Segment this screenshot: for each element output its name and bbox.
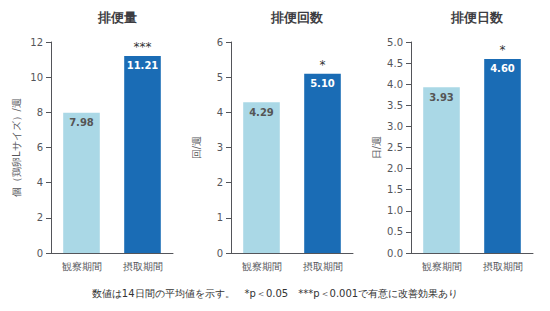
svg-text:摂取期間: 摂取期間 xyxy=(123,261,163,272)
svg-text:排便回数: 排便回数 xyxy=(270,10,324,25)
svg-text:4: 4 xyxy=(217,107,223,118)
svg-text:4.60: 4.60 xyxy=(490,63,515,74)
svg-text:3: 3 xyxy=(217,142,223,153)
svg-text:10: 10 xyxy=(30,72,43,83)
svg-text:観察期間: 観察期間 xyxy=(62,261,102,272)
svg-text:2: 2 xyxy=(37,212,43,223)
svg-text:排便日数: 排便日数 xyxy=(450,10,504,25)
svg-text:2: 2 xyxy=(217,177,223,188)
svg-text:5: 5 xyxy=(217,72,223,83)
svg-text:3.93: 3.93 xyxy=(429,92,454,103)
svg-text:排便量: 排便量 xyxy=(97,10,137,25)
svg-text:5.10: 5.10 xyxy=(310,78,335,89)
svg-text:2.0: 2.0 xyxy=(387,163,403,174)
svg-text:観察期間: 観察期間 xyxy=(242,261,282,272)
svg-text:摂取期間: 摂取期間 xyxy=(483,261,523,272)
svg-text:3.0: 3.0 xyxy=(387,121,403,132)
svg-text:4.29: 4.29 xyxy=(249,107,274,118)
svg-text:4: 4 xyxy=(37,177,43,188)
svg-text:日/週: 日/週 xyxy=(371,136,382,159)
svg-text:回/週: 回/週 xyxy=(191,136,202,159)
svg-text:0.0: 0.0 xyxy=(387,248,403,259)
svg-text:*: * xyxy=(320,58,326,72)
svg-text:0: 0 xyxy=(37,248,43,259)
svg-text:数値は14日間の平均値を示す。 *p＜0.05 ***p＜0: 数値は14日間の平均値を示す。 *p＜0.05 ***p＜0.001で有意に改善… xyxy=(92,288,458,299)
svg-text:8: 8 xyxy=(37,107,43,118)
svg-text:5.0: 5.0 xyxy=(387,37,403,48)
svg-text:摂取期間: 摂取期間 xyxy=(303,261,343,272)
svg-text:1: 1 xyxy=(217,212,223,223)
svg-text:0.5: 0.5 xyxy=(387,226,403,237)
svg-text:7.98: 7.98 xyxy=(69,117,94,128)
svg-text:12: 12 xyxy=(30,37,43,48)
svg-text:***: *** xyxy=(134,40,152,54)
svg-text:1.5: 1.5 xyxy=(387,184,403,195)
svg-text:観察期間: 観察期間 xyxy=(422,261,462,272)
svg-text:4.0: 4.0 xyxy=(387,79,403,90)
svg-text:1.0: 1.0 xyxy=(387,205,403,216)
svg-text:0: 0 xyxy=(217,248,223,259)
svg-text:4.5: 4.5 xyxy=(387,58,403,69)
svg-text:2.5: 2.5 xyxy=(387,142,403,153)
svg-text:*: * xyxy=(500,43,506,57)
svg-text:3.5: 3.5 xyxy=(387,100,403,111)
svg-text:11.21: 11.21 xyxy=(127,60,159,71)
svg-text:6: 6 xyxy=(217,37,223,48)
svg-text:個（鶏卵Lサイズ）/週: 個（鶏卵Lサイズ）/週 xyxy=(11,98,22,197)
svg-text:6: 6 xyxy=(37,142,43,153)
